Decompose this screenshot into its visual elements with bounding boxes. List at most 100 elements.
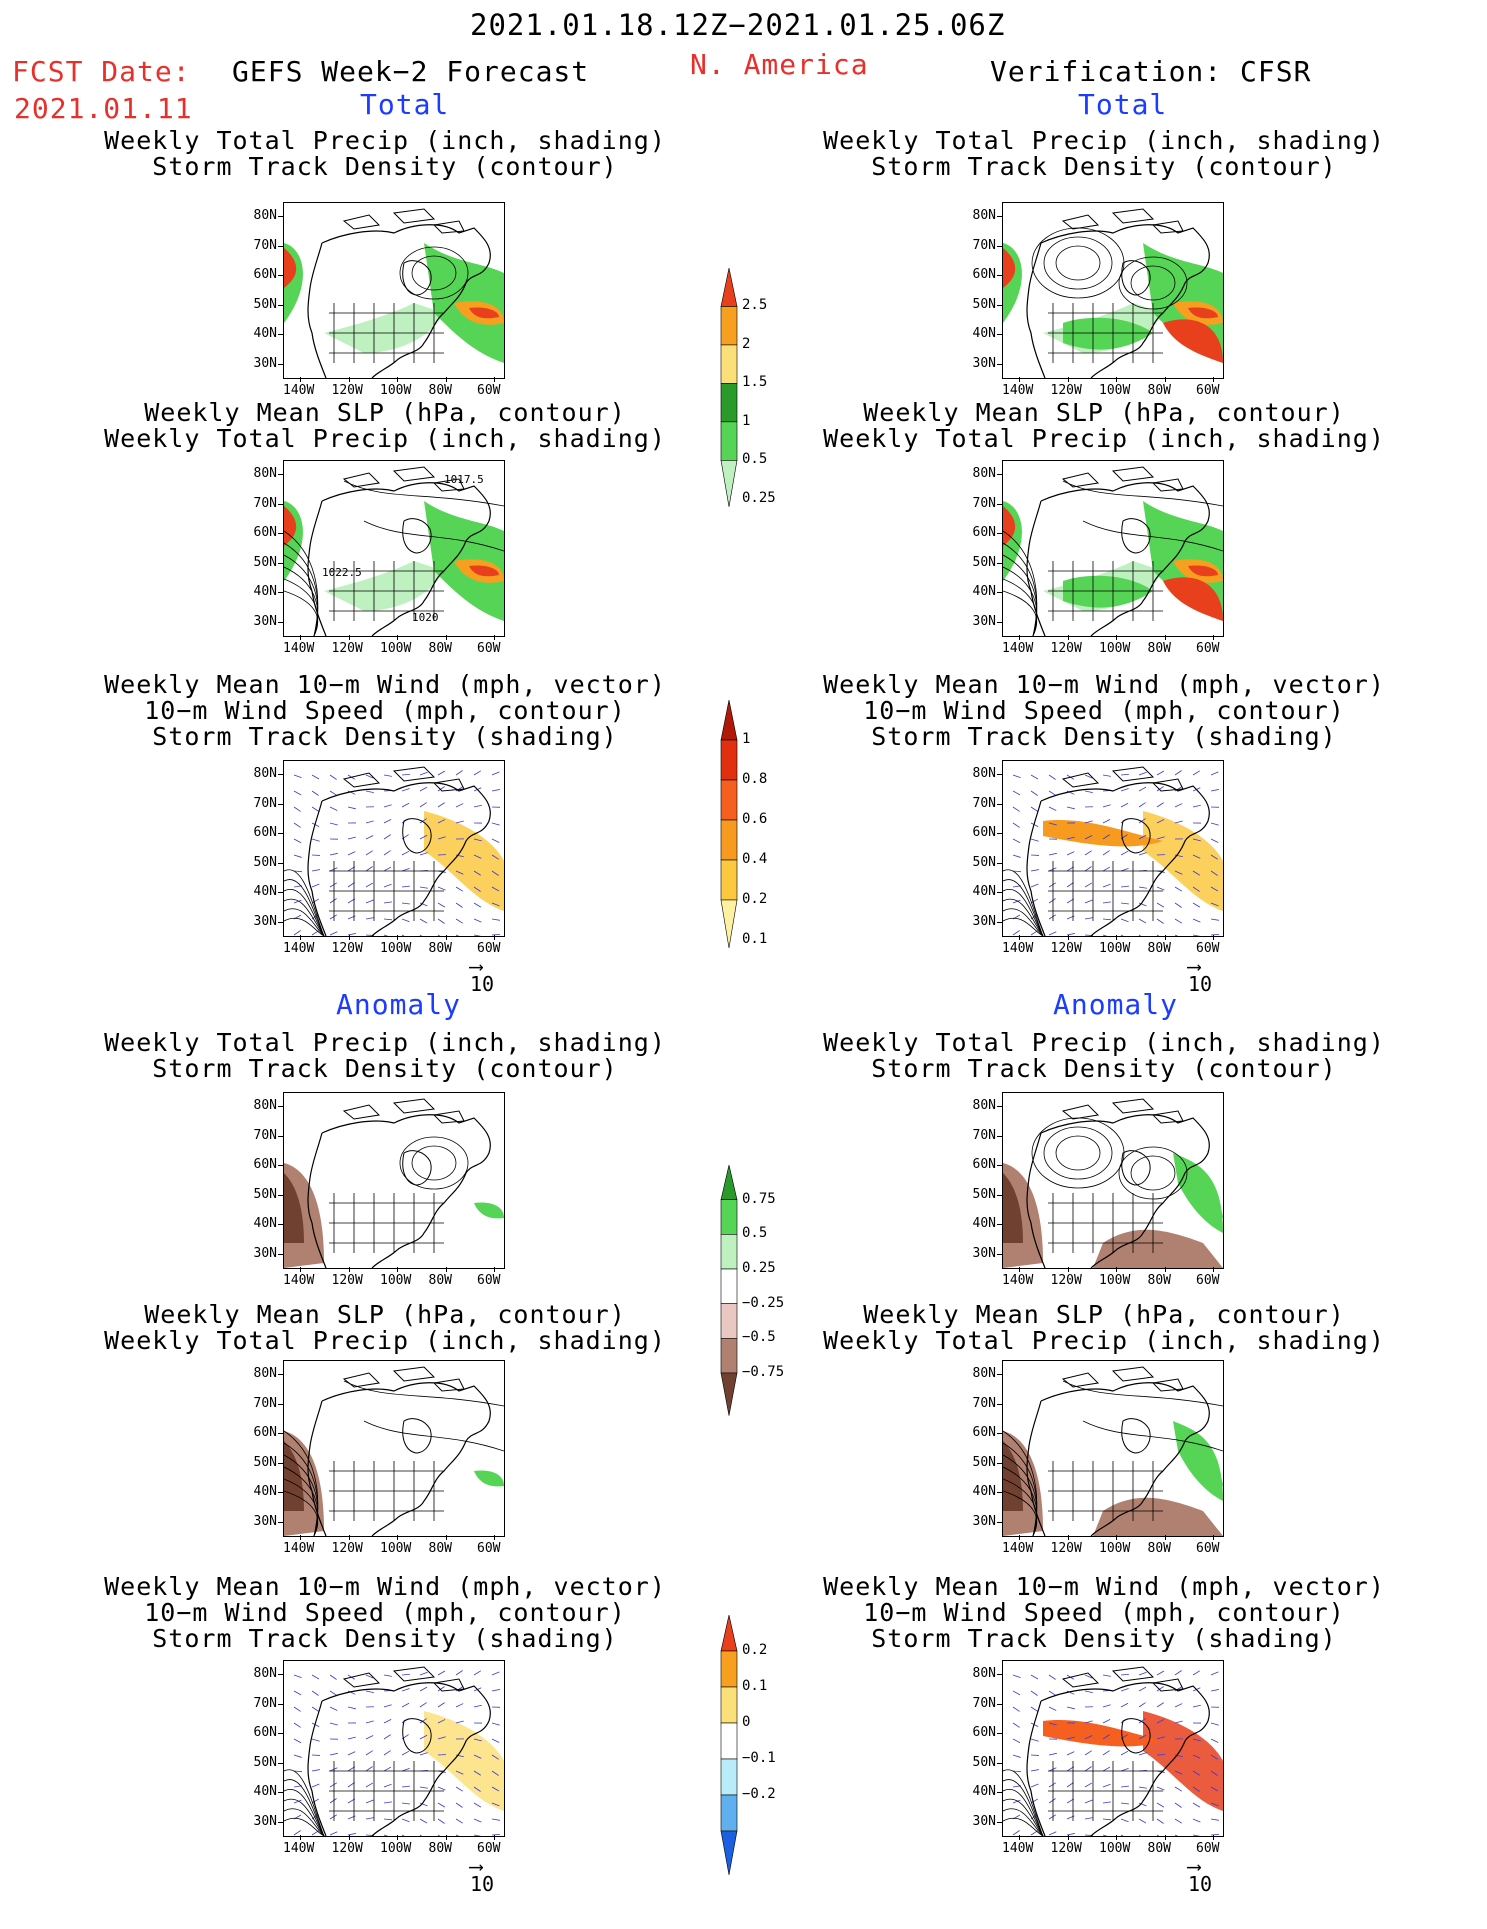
panel-title: Weekly Total Precip (inch, shading)Storm…	[35, 128, 735, 180]
panel-title-line: Weekly Total Precip (inch, shading)	[754, 426, 1454, 452]
panel-title-line: Weekly Total Precip (inch, shading)	[754, 1030, 1454, 1056]
panel-title-line: 10−m Wind Speed (mph, contour)	[754, 1600, 1454, 1626]
lon-tick	[300, 1535, 301, 1540]
lat-tick-label: 40N	[243, 1484, 277, 1499]
colorbar-precip-total-label: 0.25	[742, 490, 776, 506]
wind-vector	[474, 935, 482, 936]
wind-vector	[1139, 919, 1146, 923]
lat-tick	[997, 1136, 1003, 1137]
lat-tick	[997, 922, 1003, 923]
lon-tick-label: 80W	[429, 941, 452, 956]
lat-tick	[278, 1404, 284, 1405]
lat-tick	[278, 1224, 284, 1225]
colorbar-segment	[721, 268, 737, 306]
wind-vector	[1121, 1819, 1129, 1822]
lon-tick-label: 100W	[1099, 1841, 1130, 1856]
wind-vector	[1175, 903, 1182, 908]
wind-vector	[312, 807, 319, 811]
wind-vector	[1085, 791, 1093, 793]
wind-vector	[294, 855, 302, 857]
lat-tick-label: 80N	[962, 766, 996, 781]
wind-vector	[1139, 1687, 1146, 1691]
lat-tick	[997, 1254, 1003, 1255]
map-panel-12	[1002, 1660, 1224, 1837]
colorbar-segment	[721, 422, 737, 460]
colorbar-segment	[721, 1234, 737, 1269]
wind-vector	[1193, 903, 1200, 907]
lat-tick	[278, 1733, 284, 1734]
panel-title-line: 10−m Wind Speed (mph, contour)	[35, 698, 735, 724]
lat-tick-label: 50N	[962, 555, 996, 570]
panel-title-line: 10−m Wind Speed (mph, contour)	[35, 1600, 735, 1626]
lon-tick	[1116, 1535, 1117, 1540]
wind-vector	[1103, 867, 1110, 871]
colorbar-track-total	[720, 700, 736, 1000]
contour-line	[1056, 246, 1100, 280]
lat-tick	[278, 1492, 284, 1493]
lat-tick	[278, 863, 284, 864]
lat-tick	[997, 334, 1003, 335]
lat-tick	[278, 1165, 284, 1166]
wind-vector	[384, 935, 392, 936]
lat-tick-label: 60N	[962, 825, 996, 840]
wind-vector	[1139, 935, 1146, 936]
precip-anom-shade	[474, 1471, 504, 1487]
lon-tick-label: 80W	[429, 383, 452, 398]
lat-tick	[997, 1792, 1003, 1793]
arctic-island	[344, 773, 379, 787]
wind-vector	[312, 839, 320, 841]
lon-tick	[1019, 935, 1020, 940]
wind-vector	[1103, 1767, 1110, 1771]
arctic-island	[1063, 1105, 1098, 1119]
wind-vector	[1013, 855, 1021, 857]
lon-tick	[349, 377, 350, 382]
arctic-island	[394, 1667, 434, 1681]
wind-vector	[330, 1783, 337, 1787]
wind-vector	[402, 1819, 410, 1822]
lat-tick-label: 50N	[243, 855, 277, 870]
lat-tick-label: 60N	[962, 525, 996, 540]
panel-title: Weekly Mean 10−m Wind (mph, vector)10−m …	[35, 672, 735, 750]
colorbar-track-anom	[720, 1615, 736, 1925]
wind-vector	[384, 835, 391, 839]
wind-vector	[420, 1703, 427, 1707]
wind-vector	[438, 887, 445, 890]
lat-tick	[278, 305, 284, 306]
lat-tick	[997, 1106, 1003, 1107]
lat-tick-label: 50N	[962, 1755, 996, 1770]
precip-anom-shade	[1093, 1498, 1223, 1536]
wind-vector	[420, 1753, 428, 1755]
wind-vector	[1139, 853, 1147, 855]
wind-vector	[330, 932, 337, 935]
colorbar-segment	[721, 306, 737, 344]
colorbar-track-anom-label: 0.2	[742, 1642, 767, 1658]
wind-vector	[1157, 935, 1164, 936]
arctic-island	[344, 473, 379, 487]
speed-contour	[284, 1780, 324, 1836]
wind-vector	[420, 919, 427, 923]
lat-tick-label: 30N	[962, 1246, 996, 1261]
wind-vector	[384, 1751, 391, 1755]
lon-tick-label: 80W	[1148, 1273, 1171, 1288]
colorbar-canvas	[720, 1165, 738, 1465]
lat-tick	[997, 1733, 1003, 1734]
lat-tick	[997, 563, 1003, 564]
lat-tick-label: 70N	[243, 496, 277, 511]
lon-tick-label: 60W	[1196, 1273, 1219, 1288]
wind-vector	[1085, 918, 1093, 919]
wind-vector	[1157, 803, 1164, 807]
colorbar-segment	[721, 1651, 737, 1687]
wind-vector	[1157, 903, 1164, 907]
wind-vector	[366, 1800, 373, 1803]
lat-tick-label: 80N	[243, 208, 277, 223]
lon-tick-label: 120W	[1051, 641, 1082, 656]
wind-vector	[1121, 1688, 1129, 1691]
lon-tick-label: 120W	[332, 641, 363, 656]
lat-tick-label: 40N	[962, 1784, 996, 1799]
wind-vector	[1175, 887, 1182, 891]
lon-tick	[397, 635, 398, 640]
lat-tick	[997, 774, 1003, 775]
lat-tick	[278, 1792, 284, 1793]
lat-tick	[997, 1224, 1003, 1225]
lat-tick-label: 30N	[962, 614, 996, 629]
